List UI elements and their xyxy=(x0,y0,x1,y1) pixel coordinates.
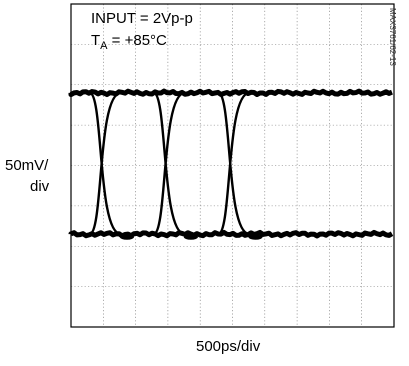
ringing-mark-2 xyxy=(183,234,198,240)
rising-edge-3 xyxy=(216,91,250,236)
condition-input-label: INPUT = 2Vp-p xyxy=(91,10,193,27)
temp-subscript: A xyxy=(100,40,108,52)
y-scale-label: 50mV/ xyxy=(5,157,49,174)
rising-edge-1 xyxy=(88,91,122,236)
rising-edge-2 xyxy=(152,91,186,236)
plot-frame xyxy=(70,3,395,328)
y-scale-label-unit: div xyxy=(30,178,50,195)
eye-traces xyxy=(68,88,394,240)
grid xyxy=(71,4,394,327)
high-level-trace xyxy=(68,88,393,98)
temp-symbol: T xyxy=(91,32,101,49)
falling-edge-2 xyxy=(152,91,186,236)
falling-edge-3 xyxy=(216,91,250,236)
ringing-mark-1 xyxy=(119,234,134,240)
condition-temperature-label: TA = +85°C xyxy=(91,32,167,52)
x-scale-label: 500ps/div xyxy=(196,338,261,355)
falling-edge-1 xyxy=(88,91,122,236)
temp-value: = +85°C xyxy=(107,32,167,49)
ringing-mark-3 xyxy=(248,234,263,240)
figure-id: MAX3761/62-13 xyxy=(388,8,397,66)
